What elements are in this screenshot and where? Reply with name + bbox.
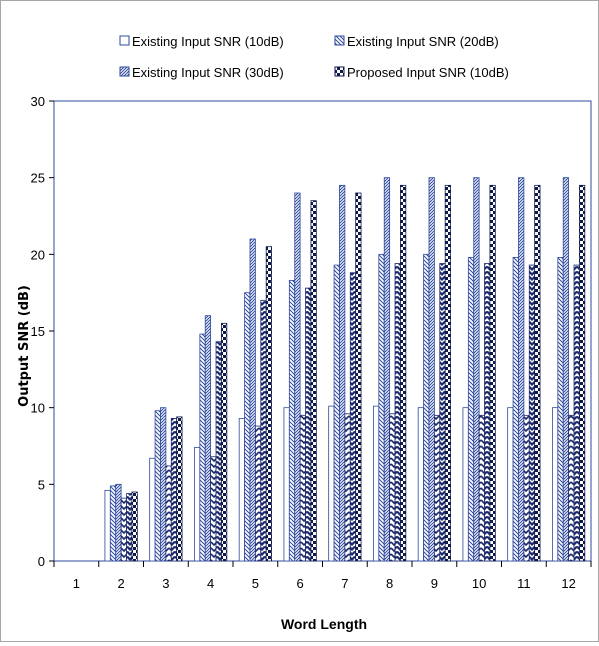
bar-series-5-cat-11 [528,264,536,562]
bar-series-1-cat-7 [328,405,335,562]
bar-series-2-cat-11 [512,256,519,562]
bar-series-5-cat-3 [170,417,178,562]
bar-series-3-cat-5 [249,238,256,562]
bar-series-3-cat-12 [562,177,570,562]
bar-series-6-cat-5 [265,246,272,562]
bar-series-2-cat-2 [109,485,117,562]
bar-series-3-cat-7 [339,184,346,562]
bar-series-5-cat-2 [126,493,133,562]
bar-series-3-cat-11 [518,177,525,562]
bar-series-3-cat-4 [204,315,212,562]
x-tick-label: 11 [517,576,531,591]
x-tick-label: 7 [341,576,348,591]
bar-series-2-cat-4 [199,333,206,562]
bar-series-4-cat-6 [299,414,306,562]
y-tick-label: 20 [31,247,45,262]
bar-series-1-cat-11 [507,407,514,562]
bar-series-6-cat-7 [355,192,362,562]
y-tick-label: 30 [31,94,45,109]
bar-series-5-cat-9 [439,263,446,562]
bar-series-6-cat-8 [400,184,407,562]
x-tick-label: 10 [472,576,486,591]
x-tick-label: 9 [431,576,438,591]
bar-series-6-cat-4 [221,322,228,562]
bar-series-5-cat-4 [215,341,222,562]
bar-series-2-cat-12 [557,256,564,562]
y-tick-label: 0 [38,554,45,569]
bar-series-6-cat-6 [310,200,317,562]
bar-series-6-cat-12 [579,184,586,562]
legend-label: Proposed Input SNR (10dB) [347,65,509,80]
bar-series-2-cat-8 [378,253,385,562]
y-tick-label: 15 [31,324,45,339]
x-tick-label: 6 [297,576,304,591]
bar-series-3-cat-10 [473,177,480,562]
bar-series-5-cat-10 [484,263,491,562]
bar-series-1-cat-4 [194,447,201,562]
x-tick-label: 8 [386,576,393,591]
bar-series-3-cat-6 [294,192,301,562]
bar-series-1-cat-10 [462,407,469,562]
bar-series-6-cat-11 [534,184,541,562]
bar-series-4-cat-10 [478,414,485,562]
x-tick-label: 5 [252,576,259,591]
bar-series-1-cat-8 [373,405,380,562]
bar-series-4-cat-11 [523,414,530,562]
bar-series-5-cat-8 [394,263,401,562]
x-tick-label: 12 [561,576,575,591]
bar-series-5-cat-7 [349,272,357,562]
bar-series-3-cat-2 [115,483,122,562]
bar-series-4-cat-5 [254,425,262,562]
bar-series-4-cat-2 [120,497,127,562]
bar-series-4-cat-3 [165,465,172,562]
bar-series-2-cat-6 [288,279,296,562]
bar-series-5-cat-6 [305,287,312,562]
legend-label: Existing Input SNR (30dB) [132,65,284,80]
bar-series-2-cat-9 [423,253,430,562]
bar-series-5-cat-12 [573,264,580,562]
legend-swatch [119,35,130,46]
x-axis-title: Word Length [281,616,367,632]
y-axis-title: Output SNR (dB) [17,285,32,407]
bar-series-2-cat-3 [154,410,161,562]
x-tick-label: 2 [118,576,125,591]
y-tick-label: 25 [31,171,45,186]
legend-label: Existing Input SNR (20dB) [347,34,499,49]
legend-swatch [334,35,345,46]
bar-series-2-cat-7 [333,264,340,562]
bar-series-4-cat-8 [389,413,396,562]
y-tick-label: 5 [38,477,45,492]
bar-series-1-cat-9 [417,407,424,562]
bar-series-3-cat-3 [160,407,167,562]
bar-series-3-cat-8 [383,177,391,562]
bar-series-1-cat-6 [283,407,290,562]
bar-series-1-cat-12 [552,407,559,562]
legend-label: Existing Input SNR (10dB) [132,34,284,49]
bar-series-4-cat-9 [433,414,441,562]
legend-swatch [119,66,130,77]
bar-series-4-cat-12 [568,414,575,562]
bar-series-4-cat-4 [210,456,217,562]
bar-series-1-cat-3 [149,457,156,562]
bar-series-6-cat-2 [131,491,138,562]
bar-series-4-cat-7 [344,413,351,562]
legend-swatch [334,66,345,77]
x-tick-label: 1 [73,576,80,591]
bar-series-1-cat-2 [104,490,111,562]
bar-series-5-cat-5 [260,299,267,562]
bar-series-1-cat-5 [238,417,245,562]
y-tick-label: 10 [31,401,45,416]
bar-series-3-cat-9 [428,177,435,562]
x-tick-label: 3 [162,576,169,591]
legend: Existing Input SNR (10dB) Existing Input … [119,34,509,80]
bar-series-6-cat-3 [176,416,183,562]
bar-series-6-cat-9 [444,184,451,562]
x-tick-label: 4 [207,576,214,591]
bar-series-2-cat-10 [467,256,475,562]
bar-series-2-cat-5 [244,292,251,562]
bar-series-6-cat-10 [489,184,496,562]
